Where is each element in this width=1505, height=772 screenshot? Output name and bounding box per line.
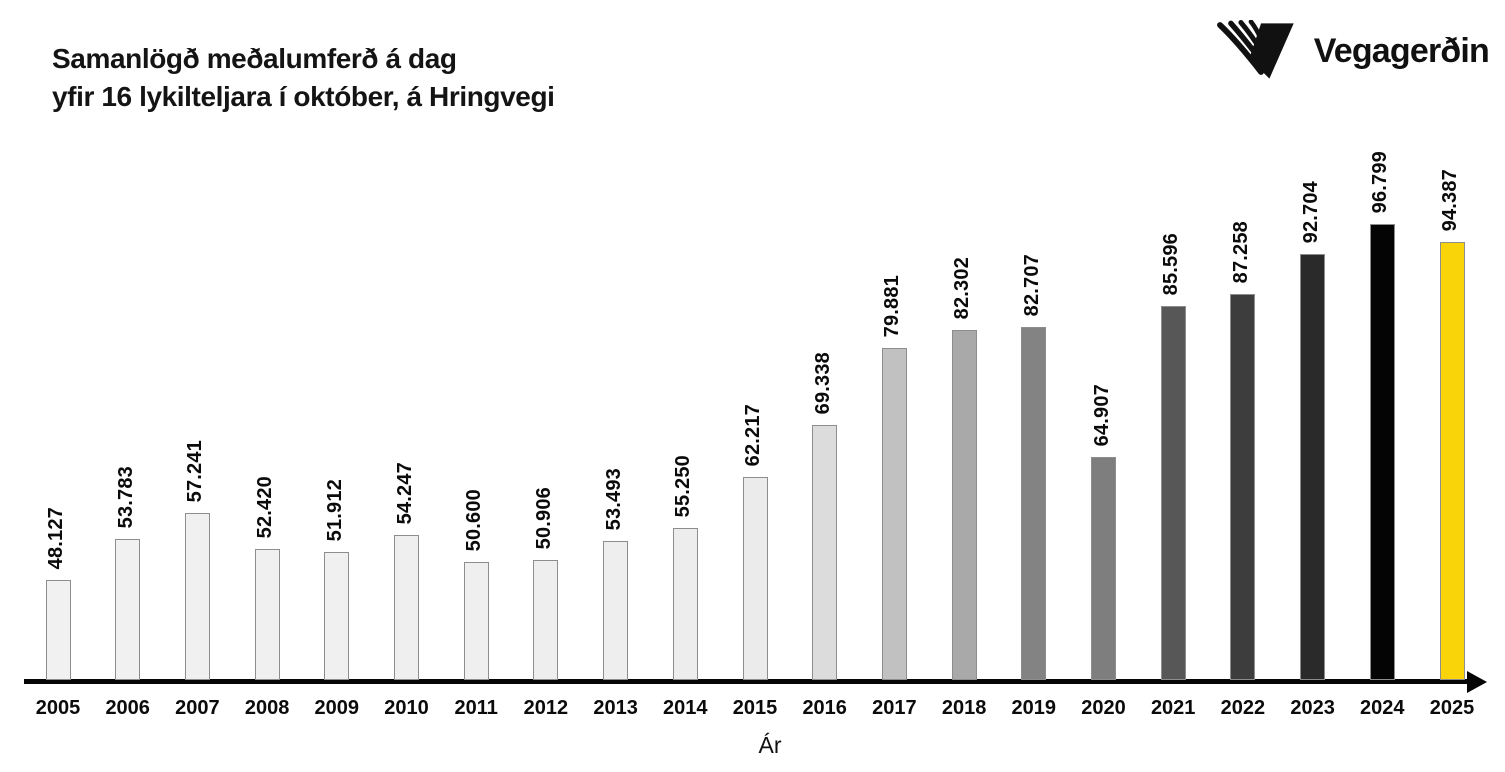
- x-tick-label-2013: 2013: [593, 697, 638, 719]
- bar-2011: [463, 562, 489, 680]
- x-tick-label-2024: 2024: [1360, 697, 1405, 719]
- bar-2017: [881, 348, 907, 680]
- bar-value-label-2020: 64.907: [1090, 383, 1113, 446]
- bar-2016: [812, 425, 838, 680]
- bar-2015: [742, 477, 768, 680]
- x-tick-label-2017: 2017: [872, 697, 917, 719]
- x-axis-arrow-icon: [1467, 671, 1487, 693]
- vegagerdin-logo: Vegagerðin: [1214, 20, 1490, 82]
- bar-value-label-2010: 54.247: [393, 461, 416, 524]
- bar-value-label-2019: 82.707: [1020, 253, 1043, 316]
- bar-2008: [254, 549, 280, 680]
- bar-2020: [1091, 457, 1116, 680]
- bar-value-label-2015: 62.217: [742, 403, 764, 466]
- bar-value-label-2011: 50.600: [463, 488, 486, 551]
- bar-value-label-2021: 85.596: [1160, 232, 1183, 295]
- bar-2024: [1369, 224, 1395, 680]
- x-tick-label-2016: 2016: [802, 697, 847, 719]
- x-tick-label-2008: 2008: [244, 697, 290, 719]
- bar-value-label-2023: 92.704: [1299, 180, 1322, 243]
- bar-2018: [951, 330, 977, 680]
- x-tick-label-2018: 2018: [941, 697, 987, 719]
- bar-value-label-2025: 94.387: [1439, 168, 1461, 231]
- x-tick-label-2019: 2019: [1011, 697, 1057, 719]
- bar-2005: [45, 580, 71, 680]
- bar-2014: [672, 528, 698, 680]
- chart-title: Samanlögð meðalumferð á dag yfir 16 lyki…: [52, 40, 555, 116]
- x-tick-label-2022: 2022: [1220, 697, 1266, 719]
- bar-value-label-2006: 53.783: [114, 465, 137, 528]
- x-tick-label-2023: 2023: [1290, 697, 1335, 719]
- bar-value-label-2022: 87.258: [1229, 220, 1252, 283]
- bar-2012: [533, 560, 559, 680]
- bar-value-label-2013: 53.493: [602, 467, 625, 530]
- bar-2007: [184, 513, 210, 680]
- x-tick-label-2011: 2011: [454, 697, 498, 719]
- bar-value-label-2017: 79.881: [881, 274, 904, 337]
- x-tick-label-2020: 2020: [1081, 697, 1126, 719]
- bar-2006: [115, 539, 141, 680]
- x-tick-label-2014: 2014: [663, 697, 708, 719]
- bar-2025: [1439, 242, 1465, 680]
- x-tick-label-2012: 2012: [523, 697, 569, 719]
- bar-value-label-2005: 48.127: [45, 506, 67, 569]
- bar-2010: [394, 535, 419, 680]
- bar-2022: [1230, 294, 1256, 680]
- vegagerdin-striped-v-icon: [1216, 20, 1294, 79]
- chart-title-line-2: yfir 16 lykilteljara í október, á Hringv…: [52, 81, 555, 112]
- vegagerdin-logo-text: Vegagerðin: [1313, 31, 1490, 70]
- bar-value-label-2007: 57.241: [184, 439, 207, 502]
- bar-value-label-2008: 52.420: [254, 475, 277, 538]
- x-axis-title: Ár: [758, 732, 782, 758]
- bar-2023: [1300, 254, 1326, 680]
- x-tick-label-2015: 2015: [732, 697, 778, 719]
- x-tick-label-2006: 2006: [105, 697, 150, 719]
- x-tick-label-2021: 2021: [1150, 697, 1196, 719]
- x-tick-label-2010: 2010: [384, 697, 429, 719]
- bar-value-label-2009: 51.912: [323, 478, 346, 541]
- bar-2021: [1160, 306, 1186, 680]
- bar-value-label-2012: 50.906: [532, 486, 555, 549]
- bar-value-label-2014: 55.250: [672, 454, 695, 517]
- bar-2019: [1021, 327, 1047, 680]
- x-tick-label-2025: 2025: [1429, 697, 1475, 719]
- bar-value-label-2016: 69.338: [811, 351, 834, 414]
- chart-title-line-1: Samanlögð meðalumferð á dag: [52, 43, 457, 74]
- bar-2009: [324, 552, 350, 680]
- x-tick-label-2005: 2005: [35, 697, 81, 719]
- bar-value-label-2024: 96.799: [1369, 150, 1392, 213]
- bar-value-label-2018: 82.302: [951, 256, 974, 319]
- bar-2013: [603, 541, 629, 680]
- x-tick-label-2009: 2009: [314, 697, 360, 719]
- x-tick-label-2007: 2007: [175, 697, 220, 719]
- x-axis-line: [24, 679, 1469, 684]
